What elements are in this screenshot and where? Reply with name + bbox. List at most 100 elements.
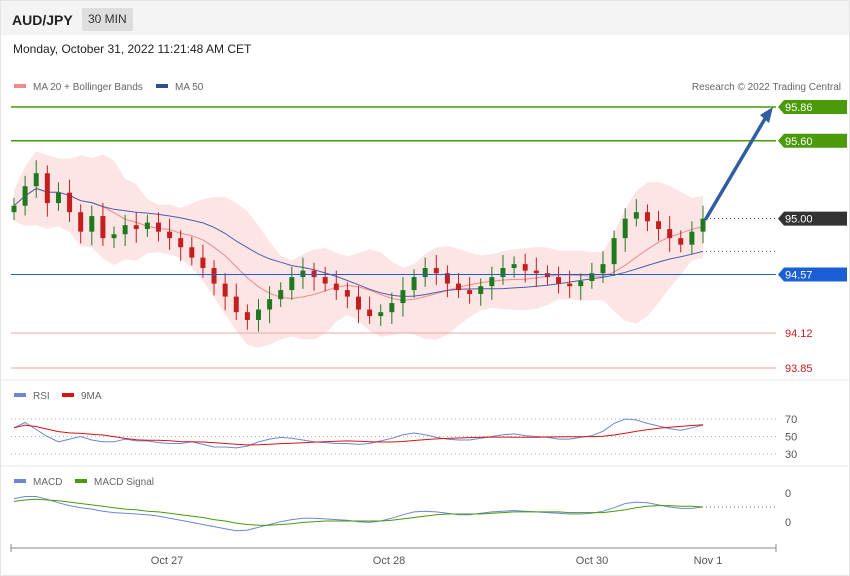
candle <box>122 214 128 246</box>
candle-body <box>400 290 406 304</box>
candle <box>89 205 95 246</box>
candle-body <box>289 277 295 291</box>
macd-signal-legend-swatch <box>75 479 87 483</box>
candle-body <box>444 273 450 284</box>
candle <box>44 165 50 217</box>
candle <box>144 214 150 237</box>
candle <box>578 273 584 300</box>
candle-body <box>700 218 706 232</box>
candle-body <box>633 212 639 219</box>
candle <box>689 221 695 255</box>
candle-body <box>589 273 595 281</box>
candle <box>78 204 84 244</box>
rsi-ma-legend-swatch <box>62 393 74 397</box>
level-label: 95.60 <box>785 136 813 148</box>
candle <box>678 230 684 253</box>
level-label: 94.12 <box>785 328 813 340</box>
candle <box>700 205 706 244</box>
candle <box>22 175 28 216</box>
ma50-legend-swatch <box>156 84 168 88</box>
candle-body <box>133 225 139 230</box>
bollinger-band <box>14 151 703 348</box>
candle <box>300 257 306 289</box>
candle <box>55 182 61 211</box>
candle-body <box>689 231 695 245</box>
credit-label: Research © 2022 Trading Central <box>692 82 841 93</box>
forecast-arrowhead <box>760 107 773 123</box>
candle-body <box>333 283 339 291</box>
candle <box>233 283 239 320</box>
x-tick-label: Oct 30 <box>576 555 608 567</box>
candle <box>133 212 139 243</box>
forecast-arrow <box>704 115 768 221</box>
candle <box>444 265 450 298</box>
candle-body <box>578 281 584 287</box>
candle <box>267 286 273 324</box>
candle <box>67 179 73 222</box>
candle <box>522 253 528 283</box>
candle <box>155 212 161 242</box>
rsi-line <box>13 418 704 449</box>
candle-body <box>155 222 161 232</box>
candle-body <box>356 296 361 310</box>
candle <box>11 197 17 220</box>
rsi-tick-label: 30 <box>785 449 797 461</box>
level-tag <box>778 133 847 148</box>
candle-body <box>222 283 228 297</box>
candle <box>589 262 595 289</box>
candle <box>422 257 428 287</box>
x-tick-label: Oct 28 <box>373 555 405 567</box>
candle <box>456 273 462 298</box>
candle <box>611 230 617 276</box>
candle-body <box>111 234 117 239</box>
level-tag <box>778 267 847 282</box>
candle-body <box>622 218 628 239</box>
candle-body <box>378 312 384 317</box>
candle-body <box>122 225 128 235</box>
timestamp: Monday, October 31, 2022 11:21:48 AM CET <box>13 42 252 56</box>
candle-body <box>433 268 439 274</box>
candle-body <box>322 277 328 284</box>
candle-body <box>556 277 562 284</box>
candle <box>644 204 650 232</box>
candle <box>244 304 250 330</box>
candle <box>167 218 173 250</box>
candle-body <box>244 312 250 320</box>
candle <box>333 270 339 300</box>
candle-body <box>167 231 173 239</box>
level-label: 95.00 <box>785 214 813 226</box>
candle-body <box>644 212 650 222</box>
candle-body <box>533 270 539 274</box>
level-label: 95.86 <box>785 102 813 114</box>
candle <box>656 210 662 241</box>
candle-body <box>200 257 206 269</box>
candle-body <box>144 222 150 230</box>
candle <box>433 255 439 285</box>
candle <box>33 160 39 198</box>
timeframe-button[interactable]: 30 MIN <box>82 8 133 31</box>
rsi-ma-legend-label: 9MA <box>81 391 102 402</box>
candle <box>556 266 562 294</box>
candle-body <box>11 205 17 213</box>
candle-body <box>100 216 106 239</box>
candle <box>500 255 506 285</box>
candle <box>633 199 639 227</box>
x-tick-label: Oct 27 <box>151 555 183 567</box>
candle-body <box>67 192 73 213</box>
candle <box>289 266 295 300</box>
candle-body <box>89 216 95 232</box>
candle <box>378 304 384 326</box>
candle-body <box>44 173 50 204</box>
candle <box>278 282 284 307</box>
ma50-legend-label: MA 50 <box>175 82 204 93</box>
candle-body <box>544 273 550 278</box>
rsi-legend-label: RSI <box>33 391 50 402</box>
macd-tick-label: 0 <box>785 517 791 529</box>
candle-body <box>55 192 61 204</box>
candle <box>222 273 228 311</box>
macd-legend-swatch <box>14 479 26 483</box>
candle <box>622 208 628 252</box>
candle-body <box>522 264 528 271</box>
candle <box>189 236 195 266</box>
